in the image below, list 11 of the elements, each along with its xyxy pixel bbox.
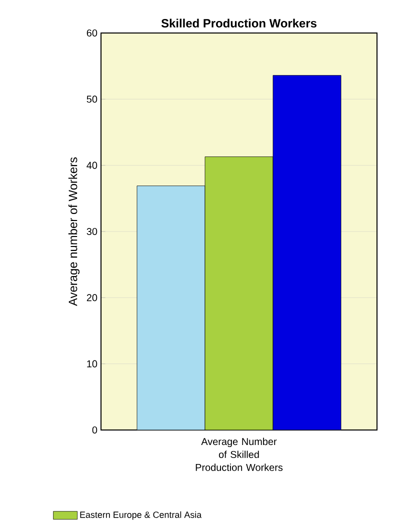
y-tick-label: 60 xyxy=(86,29,98,37)
y-tick-label: 50 xyxy=(86,96,98,103)
y-tick-label: 10 xyxy=(87,360,98,368)
y-axis-title: Average number of Workers xyxy=(68,157,80,306)
y-tick-label: 40 xyxy=(86,162,98,169)
y-tick-label: 20 xyxy=(86,294,98,302)
y-tick-label: 0 xyxy=(92,426,98,434)
legend-label: Eastern Europe & Central Asia xyxy=(80,511,202,520)
chart-title: Skilled Production Workers xyxy=(161,18,316,28)
y-tick-label: 30 xyxy=(86,228,98,236)
x-tick-label: Average Number of Skilled Production Workers xyxy=(196,438,283,471)
